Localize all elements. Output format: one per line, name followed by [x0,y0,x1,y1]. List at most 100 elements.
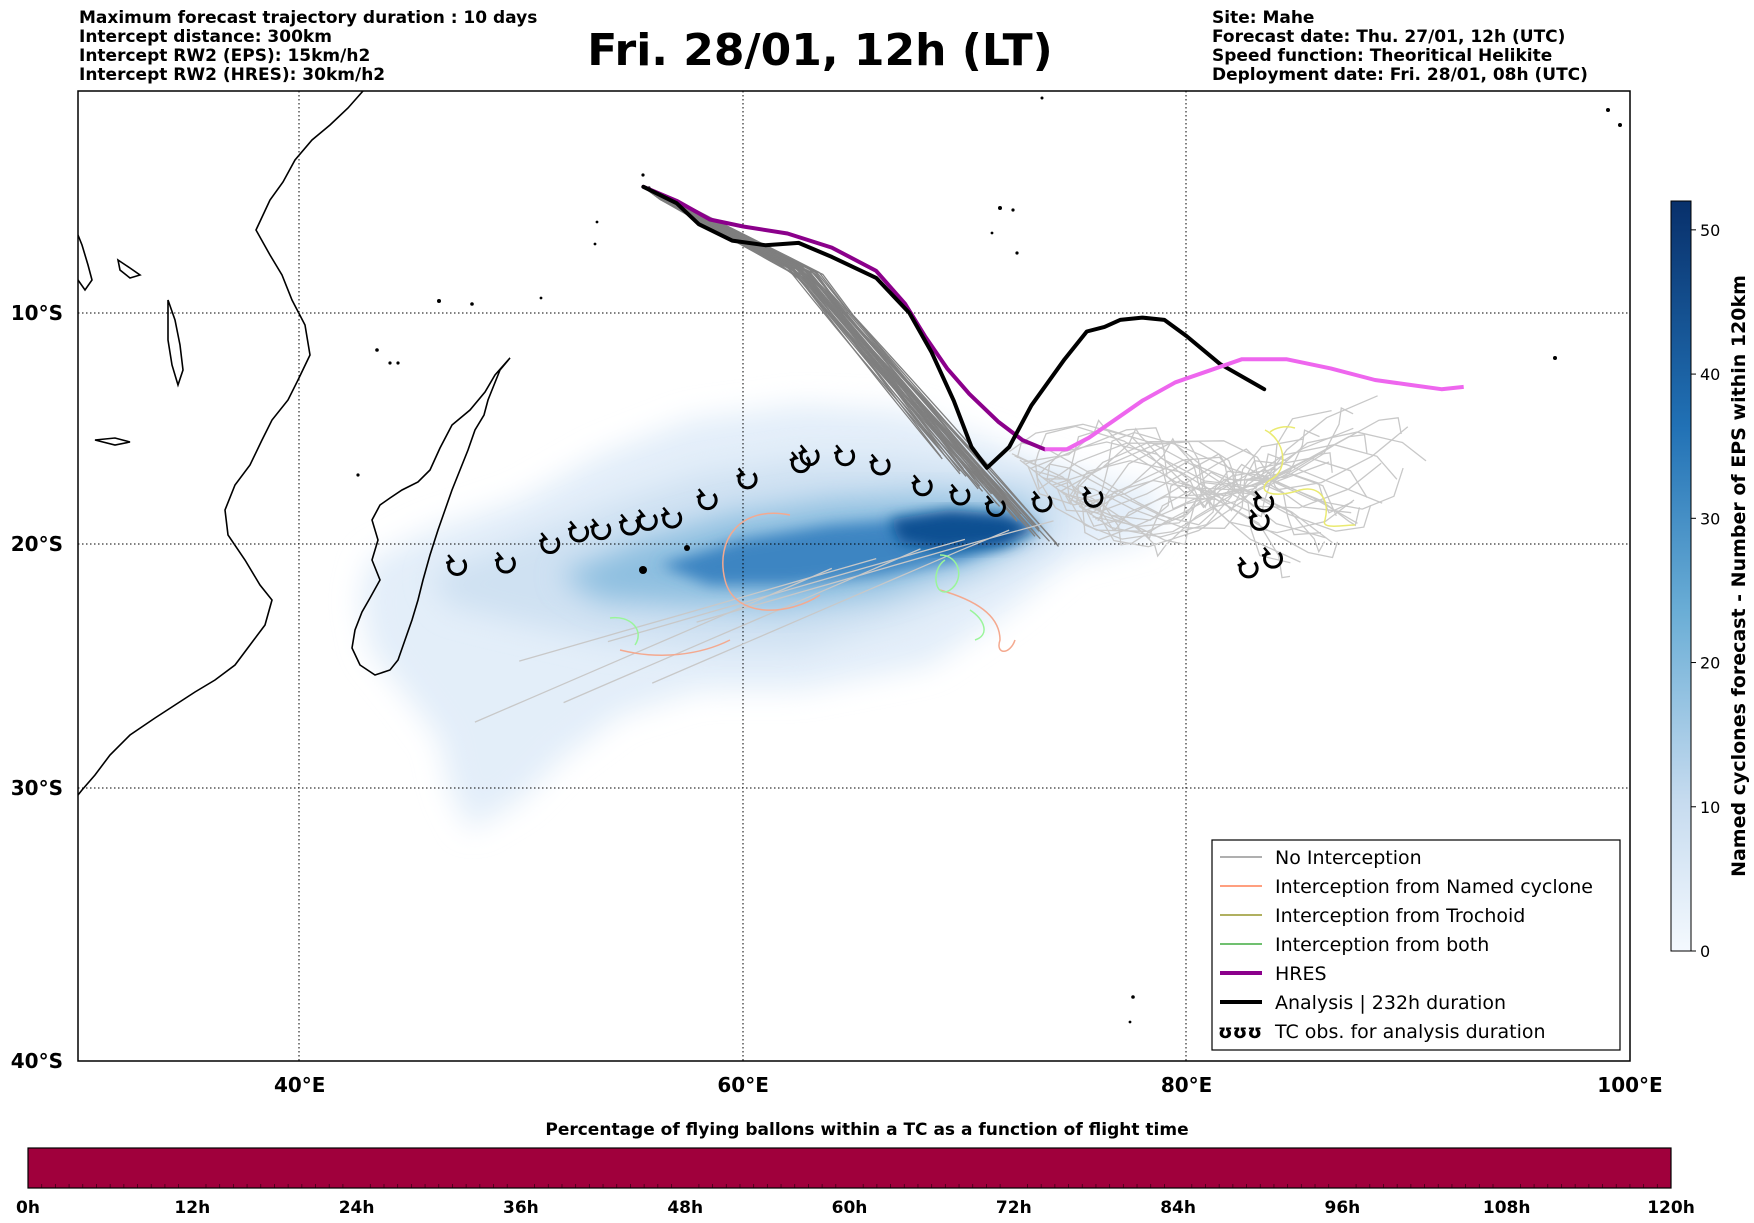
tc-obs-marker [984,495,1006,517]
eps-track-light [1086,426,1409,527]
lon-tick-label: 60°E [717,1073,769,1097]
legend-label: Interception from Named cyclone [1275,876,1593,898]
east-africa-detail [78,234,93,292]
eps-track-light [1051,427,1320,488]
header-speed-function: Speed function: Theoritical Helikite [1212,46,1553,66]
legend-label: Interception from both [1275,934,1489,956]
legend-label: Analysis | 232h duration [1275,992,1506,1014]
tc-obs-marker [869,453,891,476]
legend-box [1211,839,1621,1051]
hres-track-continuation [1044,357,1464,452]
eps-track-light [1038,441,1368,509]
flight-time-bar: Percentage of flying ballons within a TC… [16,1120,1695,1218]
flight-time-tick-label: 108h [1483,1198,1531,1218]
lat-tick-label: 30°S [11,776,63,800]
named-cyclone-track-2 [619,639,731,656]
tc-obs-marker [538,532,561,554]
tc-obs-marker [789,451,811,474]
header-left: Maximum forecast trajectory duration : 1… [79,9,537,85]
header-forecast-date: Forecast date: Thu. 27/01, 12h (UTC) [1212,27,1566,47]
trochoid-track-1 [1263,429,1356,527]
tc-obs-symbol-icon: ʊʊʊ [1218,1021,1262,1043]
flight-time-tick-label: 96h [1325,1198,1361,1218]
tc-obs-marker [1031,490,1053,513]
eps-track-light [474,567,833,723]
eps-tracks-interception [609,426,1356,656]
colorbar-tick-label: 0 [1700,942,1710,961]
eps-track-light [1095,395,1378,520]
coastlines [78,91,511,796]
map-frame [77,90,1631,1062]
tc-obs-marker [911,474,933,497]
legend-label: No Interception [1275,847,1422,869]
eps-track-light [519,557,877,662]
tc-obs-marker [833,444,856,467]
legend-label: Interception from Trochoid [1275,905,1525,927]
flight-time-tick-label: 36h [503,1198,539,1218]
colorbar-label: Named cyclones forecast - Number of EPS … [1728,275,1750,877]
legend-item: Interception from both [1220,934,1489,956]
lat-tick-label: 10°S [11,301,63,325]
flight-time-tick-label: 60h [832,1198,868,1218]
colorbar-tick-label: 20 [1700,654,1720,673]
density-peak [890,510,1040,550]
island-detail [116,258,142,279]
lat-tick-label: 20°S [11,532,63,556]
eps-track-light [607,538,966,643]
tc-obs-marker [567,520,590,543]
legend-item: ʊʊʊ TC obs. for analysis duration [1218,1021,1546,1043]
legend-item: Analysis | 232h duration [1220,992,1506,1014]
named-cyclone-track-1 [722,512,821,611]
tc-obs-marker [1237,556,1259,579]
legend-item: Interception from Named cyclone [1220,876,1593,898]
gridlines [78,91,1630,1061]
header-intercept-hres: Intercept RW2 (HRES): 30km/h2 [79,65,386,85]
header-trajectory-duration: Maximum forecast trajectory duration : 1… [79,8,538,28]
flight-time-bar-title: Percentage of flying ballons within a TC… [545,1120,1188,1140]
hres-track [641,184,1047,452]
tc-obs-marker [589,518,612,541]
lon-tick-label: 40°E [274,1073,326,1097]
both-track-1 [609,616,639,646]
tc-obs-marker [636,509,658,531]
named-cyclone-track-3 [939,589,1016,652]
header-deployment-date: Deployment date: Fri. 28/01, 08h (UTC) [1212,65,1588,85]
flight-time-tick-label: 0h [16,1198,40,1218]
eps-track-light [1033,469,1291,564]
tc-obs-marker [494,551,516,574]
legend-item: Interception from Trochoid [1220,905,1525,927]
header-right: Site: Mahe Forecast date: Thu. 27/01, 12… [1212,9,1588,85]
tc-obs-marker [1252,490,1275,513]
tc-obs-marker [1261,546,1284,569]
eps-track-light [1075,460,1383,529]
page-title: Fri. 28/01, 12h (LT) [587,25,1053,76]
flight-time-tick-label: 48h [667,1198,703,1218]
both-track-2 [935,554,960,593]
colorbar-tick-label: 50 [1700,221,1720,240]
eps-track-light [1044,428,1304,491]
eps-track-light [1062,482,1322,546]
colorbar: 0 10 20 30 40 50 Named cyclones forecast - Nu… [1670,200,1750,961]
axis-labels: 40°E 60°E 80°E 100°E 10°S 20°S 30°S 40°S [11,301,1663,1097]
analysis-track [641,184,1267,470]
legend-item: HRES [1220,963,1327,985]
eps-track-light [1011,453,1291,579]
eps-track-light [1035,442,1330,509]
madagascar-coast [351,357,511,676]
tc-obs-marker [798,444,820,467]
colorbar-tick-label: 30 [1700,509,1720,528]
flight-time-tick-label: 120h [1647,1198,1695,1218]
lon-tick-label: 80°E [1161,1073,1213,1097]
africa-coast [78,91,364,796]
eps-track-light [651,529,1010,684]
eps-tracks-light [474,395,1427,723]
tc-obs-marker [1248,509,1270,531]
flight-time-tick-label: 24h [339,1198,375,1218]
flight-time-tick-label: 12h [174,1198,210,1218]
legend: No Interception Interception from Named c… [1211,839,1621,1051]
small-islands [356,96,1622,1024]
colorbar-tick-label: 10 [1700,798,1720,817]
legend-item: No Interception [1220,847,1422,869]
header-intercept-eps: Intercept RW2 (EPS): 15km/h2 [79,46,371,66]
